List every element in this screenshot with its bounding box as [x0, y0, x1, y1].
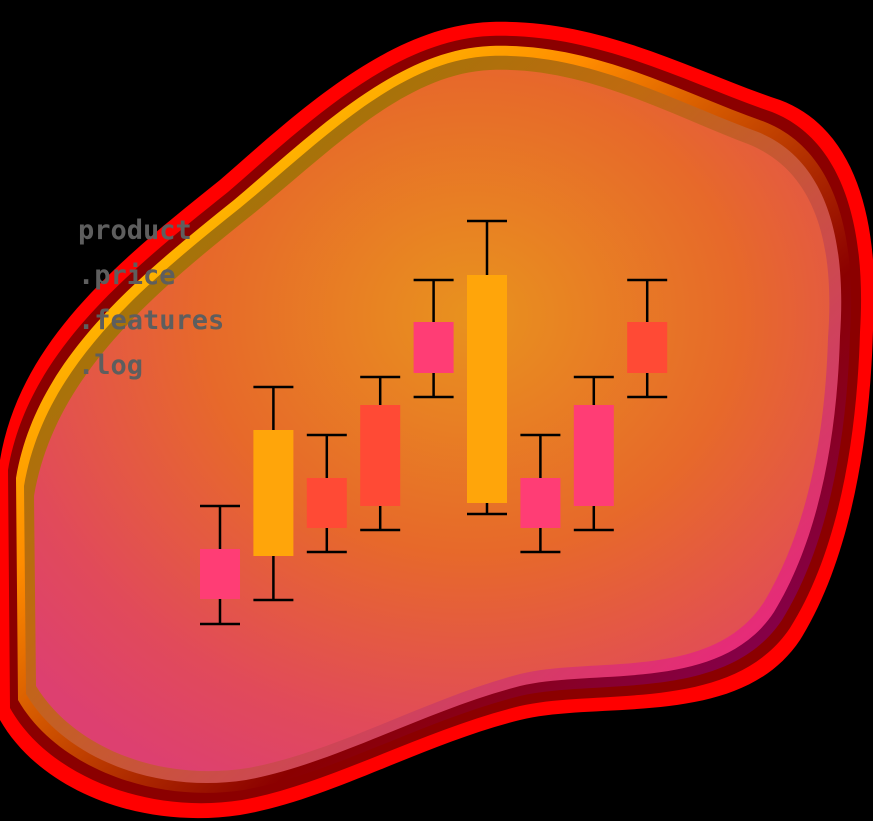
candle: [467, 219, 507, 516]
candle-body: [413, 322, 454, 373]
candle: [360, 375, 401, 532]
candle: [520, 433, 561, 554]
candle: [253, 385, 294, 602]
candle-body: [360, 405, 401, 506]
candle: [306, 433, 347, 554]
candle-body: [627, 322, 668, 373]
candle-body: [253, 430, 294, 556]
series-label: product .price .features .log: [78, 208, 224, 388]
candle: [627, 278, 668, 399]
candle-body: [467, 275, 507, 503]
candle: [413, 278, 454, 399]
label-line-price: .price: [78, 260, 176, 291]
label-line-log: .log: [78, 350, 144, 381]
candle-body: [520, 478, 561, 528]
candles-group: [200, 219, 668, 626]
candle: [200, 504, 240, 626]
label-line-features: .features: [78, 305, 225, 336]
candle-body: [200, 549, 240, 599]
candle-body: [573, 405, 614, 506]
candle: [573, 375, 614, 532]
candle-body: [306, 478, 347, 528]
label-line-product: product: [78, 215, 192, 246]
